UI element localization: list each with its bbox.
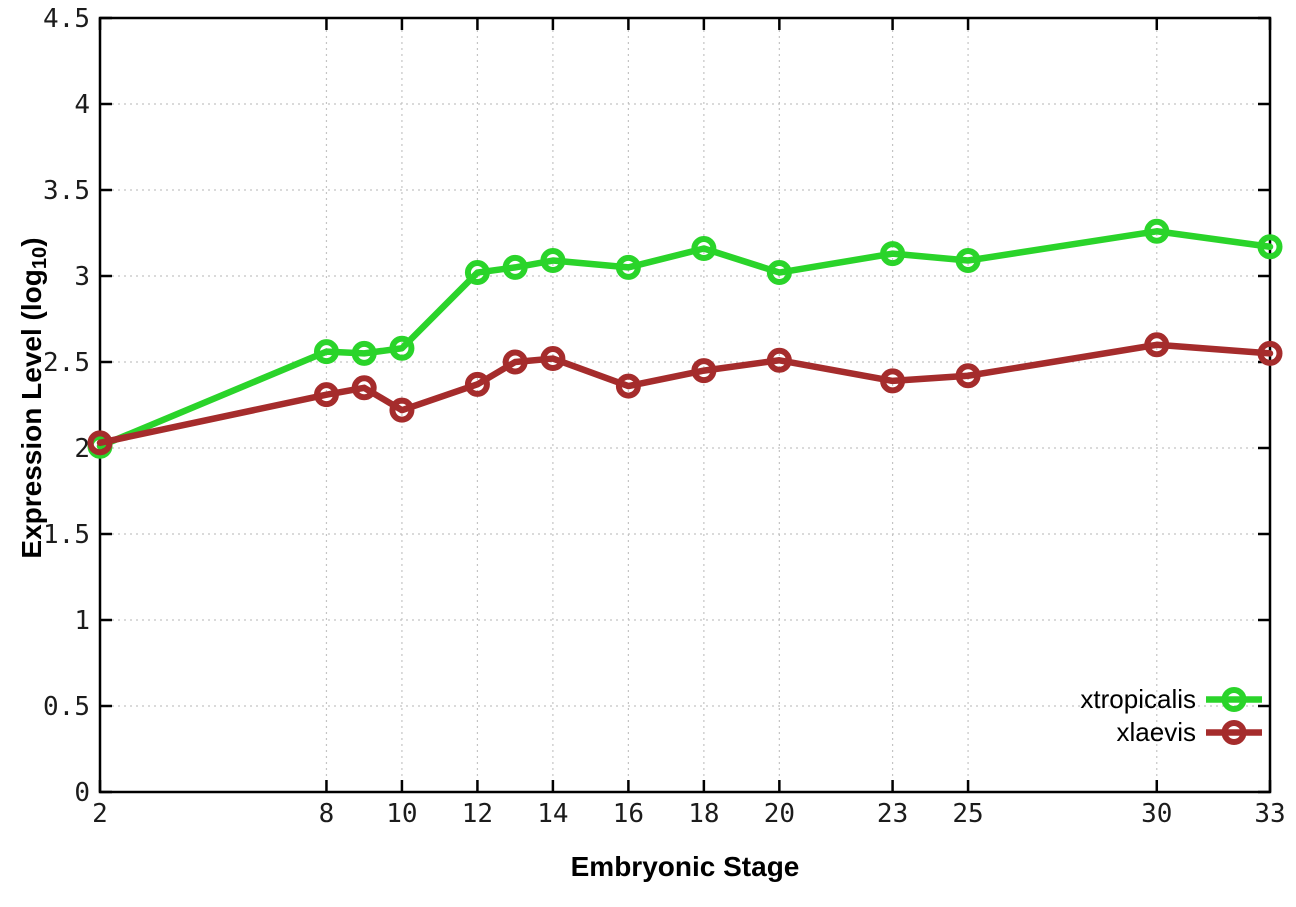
data-point-xlaevis	[1144, 332, 1170, 358]
data-point-xlaevis	[615, 373, 641, 399]
x-tick-label: 33	[1254, 799, 1285, 829]
data-point-xtropicalis	[955, 248, 981, 274]
y-tick-label: 3	[74, 262, 90, 292]
x-tick-label: 10	[386, 799, 417, 829]
legend-item-xtropicalis: xtropicalis	[1080, 683, 1263, 716]
data-point-xlaevis	[540, 346, 566, 372]
legend: xtropicalis xlaevis	[1080, 683, 1263, 749]
x-tick-label: 30	[1141, 799, 1172, 829]
y-tick-label: 1.5	[43, 520, 90, 550]
data-point-xlaevis	[351, 375, 377, 401]
y-tick-label: 2.5	[43, 348, 90, 378]
series-line-xlaevis	[96, 341, 1274, 447]
data-point-xlaevis	[691, 358, 717, 384]
y-tick-label: 2	[74, 434, 90, 464]
y-tick-label: 0.5	[43, 692, 90, 722]
y-tick-label: 3.5	[43, 176, 90, 206]
legend-marker-xlaevis	[1206, 720, 1262, 745]
y-tick-label: 0	[74, 778, 90, 808]
data-point-xlaevis	[880, 368, 906, 394]
data-point-xtropicalis	[691, 235, 717, 261]
legend-label-xlaevis: xlaevis	[1116, 717, 1196, 747]
legend-marker-xtropicalis	[1206, 687, 1262, 712]
x-tick-label: 23	[877, 799, 908, 829]
data-point-xtropicalis	[351, 340, 377, 366]
data-point-xtropicalis	[615, 254, 641, 280]
data-point-xlaevis	[87, 430, 113, 456]
y-tick-label: 4.5	[43, 4, 90, 34]
data-point-xtropicalis	[313, 339, 339, 365]
x-tick-label: 8	[319, 799, 335, 829]
x-tick-label: 2	[92, 799, 108, 829]
data-point-xtropicalis	[389, 335, 415, 361]
data-point-xtropicalis	[464, 260, 490, 286]
x-tick-label: 12	[462, 799, 493, 829]
y-axis-title: Expression Level (log10)	[16, 237, 52, 558]
data-point-xlaevis	[1257, 340, 1283, 366]
legend-item-xlaevis: xlaevis	[1080, 716, 1263, 749]
y-axis-title-text: Expression Level (log	[15, 269, 47, 559]
data-point-xlaevis	[389, 397, 415, 423]
legend-label-xtropicalis: xtropicalis	[1080, 684, 1196, 714]
legend-sample-marker	[1221, 687, 1247, 712]
data-point-xtropicalis	[1144, 218, 1170, 244]
plot-border	[98, 16, 1272, 794]
data-point-xlaevis	[502, 349, 528, 375]
data-point-xlaevis	[955, 363, 981, 389]
series-line-xtropicalis	[96, 228, 1274, 450]
x-tick-label: 18	[688, 799, 719, 829]
y-axis-title-subscript: 10	[29, 246, 52, 270]
x-tick-label: 14	[537, 799, 568, 829]
legend-sample-marker	[1221, 720, 1247, 745]
x-axis-title: Embryonic Stage	[570, 851, 800, 882]
x-tick-label: 25	[952, 799, 983, 829]
data-point-xtropicalis	[766, 260, 792, 286]
data-point-xtropicalis	[880, 241, 906, 267]
data-point-xlaevis	[313, 382, 339, 408]
data-point-xlaevis	[464, 371, 490, 397]
data-point-xtropicalis	[540, 248, 566, 274]
x-tick-label: 20	[764, 799, 795, 829]
data-point-xtropicalis	[502, 254, 528, 280]
y-axis-title-close: )	[15, 237, 47, 247]
x-tick-label: 16	[613, 799, 644, 829]
data-point-xlaevis	[766, 347, 792, 373]
y-tick-label: 1	[74, 606, 90, 636]
y-tick-label: 4	[74, 90, 90, 120]
data-point-xtropicalis	[1257, 234, 1283, 260]
